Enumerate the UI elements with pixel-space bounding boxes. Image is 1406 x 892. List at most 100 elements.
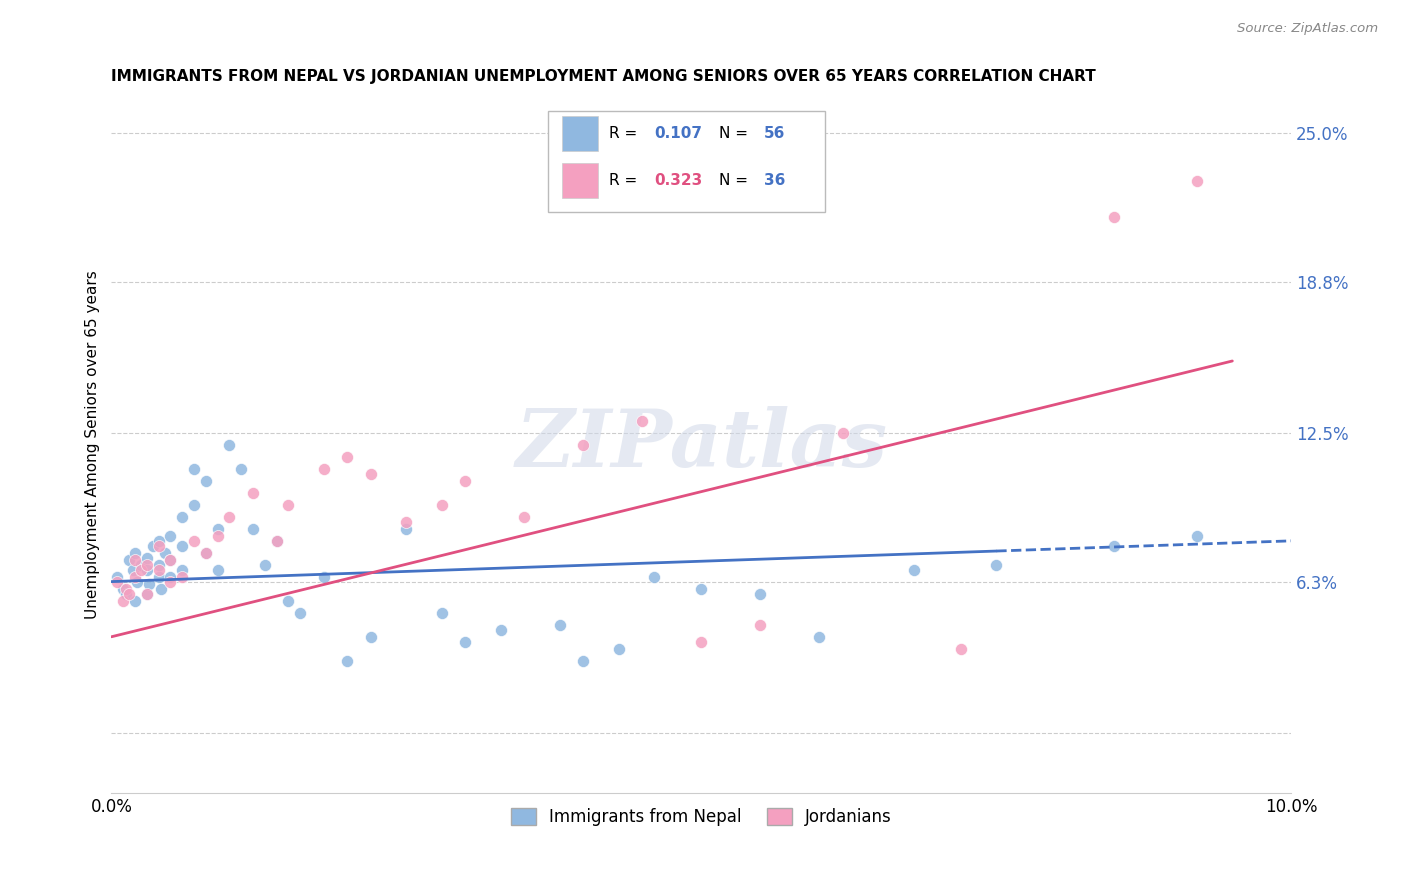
Point	[172, 563, 194, 577]
Point	[183, 462, 205, 476]
Point	[454, 634, 477, 648]
Point	[253, 558, 276, 572]
Legend: Immigrants from Nepal, Jordanians: Immigrants from Nepal, Jordanians	[505, 802, 898, 833]
Point	[395, 522, 418, 536]
Point	[643, 570, 665, 584]
Point	[127, 574, 149, 589]
Point	[749, 617, 772, 632]
Point	[231, 462, 253, 476]
Point	[135, 586, 157, 600]
Point	[183, 533, 205, 548]
Point	[430, 498, 453, 512]
Point	[159, 553, 181, 567]
Point	[207, 522, 229, 536]
Point	[360, 467, 382, 481]
Point	[513, 509, 536, 524]
Point	[631, 414, 654, 428]
Point	[124, 570, 146, 584]
Point	[207, 529, 229, 543]
Text: 0.107: 0.107	[654, 126, 702, 141]
Point	[194, 474, 217, 488]
Point	[172, 509, 194, 524]
Point	[336, 654, 359, 668]
Point	[489, 623, 512, 637]
Point	[148, 539, 170, 553]
Point	[118, 586, 141, 600]
Point	[572, 654, 595, 668]
Point	[142, 539, 165, 553]
Text: 36: 36	[763, 173, 786, 188]
Point	[607, 641, 630, 656]
FancyBboxPatch shape	[562, 116, 598, 151]
Point	[312, 570, 335, 584]
Point	[121, 563, 143, 577]
Point	[207, 563, 229, 577]
Point	[430, 606, 453, 620]
Point	[277, 498, 299, 512]
Y-axis label: Unemployment Among Seniors over 65 years: Unemployment Among Seniors over 65 years	[86, 270, 100, 619]
FancyBboxPatch shape	[562, 163, 598, 198]
Point	[112, 582, 135, 596]
Point	[218, 509, 240, 524]
Text: ZIPatlas: ZIPatlas	[516, 406, 887, 483]
Point	[572, 438, 595, 452]
Point	[690, 634, 713, 648]
Point	[832, 425, 855, 440]
Text: Source: ZipAtlas.com: Source: ZipAtlas.com	[1237, 22, 1378, 36]
Text: 0.323: 0.323	[654, 173, 703, 188]
Point	[194, 546, 217, 560]
Point	[1104, 210, 1126, 224]
Point	[194, 546, 217, 560]
Point	[749, 586, 772, 600]
Point	[135, 563, 157, 577]
Point	[454, 474, 477, 488]
Point	[153, 546, 176, 560]
Point	[114, 586, 136, 600]
Point	[114, 582, 136, 596]
Point	[172, 570, 194, 584]
Point	[149, 582, 172, 596]
Point	[159, 529, 181, 543]
Point	[266, 533, 288, 548]
Point	[112, 594, 135, 608]
Point	[312, 462, 335, 476]
Point	[242, 522, 264, 536]
Point	[135, 586, 157, 600]
Text: N =: N =	[718, 126, 754, 141]
Point	[986, 558, 1008, 572]
Point	[105, 574, 128, 589]
Point	[159, 574, 181, 589]
Point	[129, 558, 152, 572]
Point	[159, 553, 181, 567]
Point	[148, 533, 170, 548]
FancyBboxPatch shape	[548, 112, 825, 212]
Point	[148, 563, 170, 577]
Point	[949, 641, 972, 656]
Point	[124, 546, 146, 560]
Point	[148, 570, 170, 584]
Point	[129, 563, 152, 577]
Point	[148, 558, 170, 572]
Point	[138, 577, 160, 591]
Text: R =: R =	[609, 126, 643, 141]
Point	[124, 594, 146, 608]
Point	[124, 553, 146, 567]
Point	[135, 550, 157, 565]
Point	[105, 570, 128, 584]
Point	[1185, 529, 1208, 543]
Point	[242, 486, 264, 500]
Point	[118, 553, 141, 567]
Point	[808, 630, 831, 644]
Point	[218, 438, 240, 452]
Point	[135, 558, 157, 572]
Point	[1104, 539, 1126, 553]
Point	[903, 563, 925, 577]
Point	[183, 498, 205, 512]
Point	[266, 533, 288, 548]
Text: R =: R =	[609, 173, 643, 188]
Point	[1185, 174, 1208, 188]
Point	[690, 582, 713, 596]
Point	[172, 539, 194, 553]
Point	[277, 594, 299, 608]
Point	[159, 570, 181, 584]
